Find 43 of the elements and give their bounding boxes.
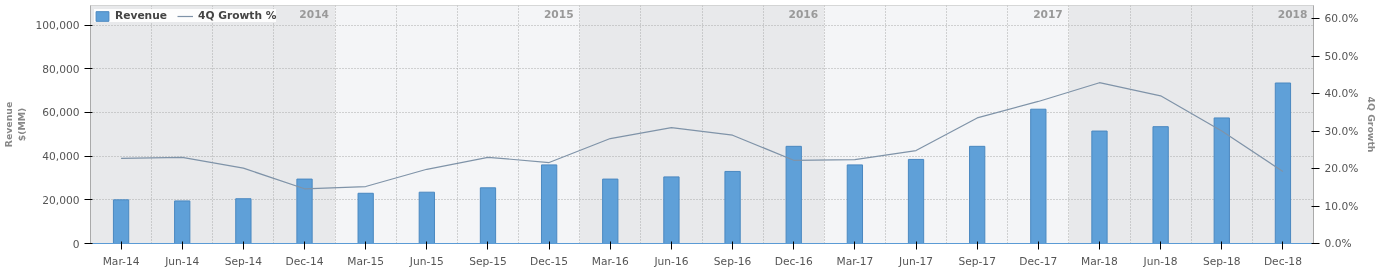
x-tick-label: Dec-14 bbox=[285, 254, 324, 268]
y-tick-label: 0 bbox=[72, 237, 80, 251]
legend-label: Revenue bbox=[115, 9, 168, 22]
x-tick-label: Sep-14 bbox=[224, 254, 263, 268]
x-tick-label: Sep-15 bbox=[469, 254, 507, 268]
band-label: 2015 bbox=[543, 7, 574, 21]
y-tick-label: 20,000 bbox=[42, 193, 80, 207]
y2-tick-label: 20.0% bbox=[1324, 162, 1359, 176]
y-tick-label: 40,000 bbox=[42, 150, 80, 164]
x-tick-label: Dec-17 bbox=[1019, 254, 1058, 268]
x-tick-label: Mar-14 bbox=[102, 254, 140, 268]
y2-tick-label: 10.0% bbox=[1324, 199, 1359, 213]
x-tick-label: Jun-18 bbox=[1142, 254, 1178, 268]
band-label: 2016 bbox=[788, 7, 819, 21]
band-label: 2014 bbox=[299, 7, 329, 21]
x-tick-label: Dec-15 bbox=[530, 254, 569, 268]
x-tick-label: Dec-18 bbox=[1263, 254, 1303, 268]
x-tick-label: Mar-18 bbox=[1081, 254, 1119, 268]
x-tick-label: Sep-16 bbox=[713, 254, 752, 268]
legend-label: 4Q Growth % bbox=[198, 9, 277, 22]
x-tick-label: Sep-18 bbox=[1203, 254, 1241, 268]
y2-tick-label: 0.0% bbox=[1324, 237, 1352, 250]
line-series bbox=[120, 82, 1284, 190]
y-axis-title: Revenue $(MM) bbox=[3, 101, 28, 148]
y2-tick-label: 40.0% bbox=[1324, 87, 1359, 101]
x-tick-label: Dec-16 bbox=[774, 254, 813, 268]
y2-tick-label: 60.0% bbox=[1324, 12, 1359, 26]
x-tick-label: Mar-17 bbox=[836, 254, 874, 268]
y2-axis-title: 4Q Growth bbox=[1366, 96, 1378, 153]
x-tick-label: Jun-17 bbox=[898, 254, 934, 268]
x-tick-label: Mar-16 bbox=[591, 254, 629, 268]
x-tick-label: Jun-15 bbox=[408, 254, 444, 268]
y2-tick-label: 30.0% bbox=[1324, 124, 1359, 138]
y-tick-label: 100,000 bbox=[35, 19, 80, 33]
y-tick-label: 60,000 bbox=[42, 106, 80, 120]
x-tick-label: Jun-16 bbox=[653, 254, 689, 268]
band-label: 2018 bbox=[1277, 7, 1308, 21]
y2-tick-label: 50.0% bbox=[1324, 49, 1359, 63]
x-tick-label: Jun-14 bbox=[164, 254, 200, 268]
y-tick-label: 80,000 bbox=[42, 62, 80, 76]
x-tick-label: Mar-15 bbox=[347, 254, 385, 268]
x-tick-label: Sep-17 bbox=[958, 254, 996, 268]
band-label: 2017 bbox=[1033, 7, 1063, 21]
